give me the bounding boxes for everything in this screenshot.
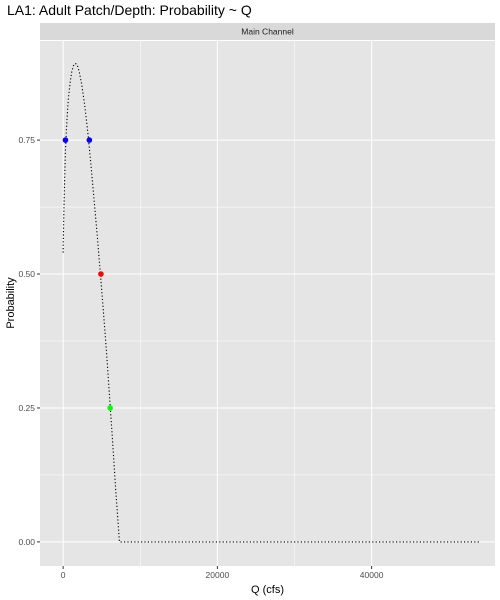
threshold-point [62, 137, 69, 143]
threshold-point [107, 405, 113, 411]
y-axis-title: Probability [5, 277, 17, 329]
threshold-point [86, 137, 93, 143]
x-tick-label: 20000 [206, 570, 230, 580]
y-tick-label: 0.00 [18, 537, 35, 547]
y-axis: 0.00 0.25 0.50 0.75 [18, 135, 40, 547]
threshold-points [62, 137, 113, 411]
probability-curve [62, 62, 480, 543]
x-axis-title: Q (cfs) [251, 584, 284, 596]
y-tick-label: 0.75 [18, 135, 35, 145]
y-tick-label: 0.25 [18, 403, 35, 413]
x-axis: 0 20000 40000 [61, 566, 384, 580]
chart-title: LA1: Adult Patch/Depth: Probability ~ Q [7, 2, 252, 18]
x-tick-label: 0 [61, 570, 66, 580]
plot-panel [40, 41, 495, 566]
threshold-point [98, 271, 104, 277]
y-tick-label: 0.50 [18, 269, 35, 279]
probability-line [62, 62, 480, 543]
facet-strip [40, 23, 495, 40]
x-tick-label: 40000 [360, 570, 384, 580]
facet-strip-label: Main Channel [241, 27, 294, 37]
